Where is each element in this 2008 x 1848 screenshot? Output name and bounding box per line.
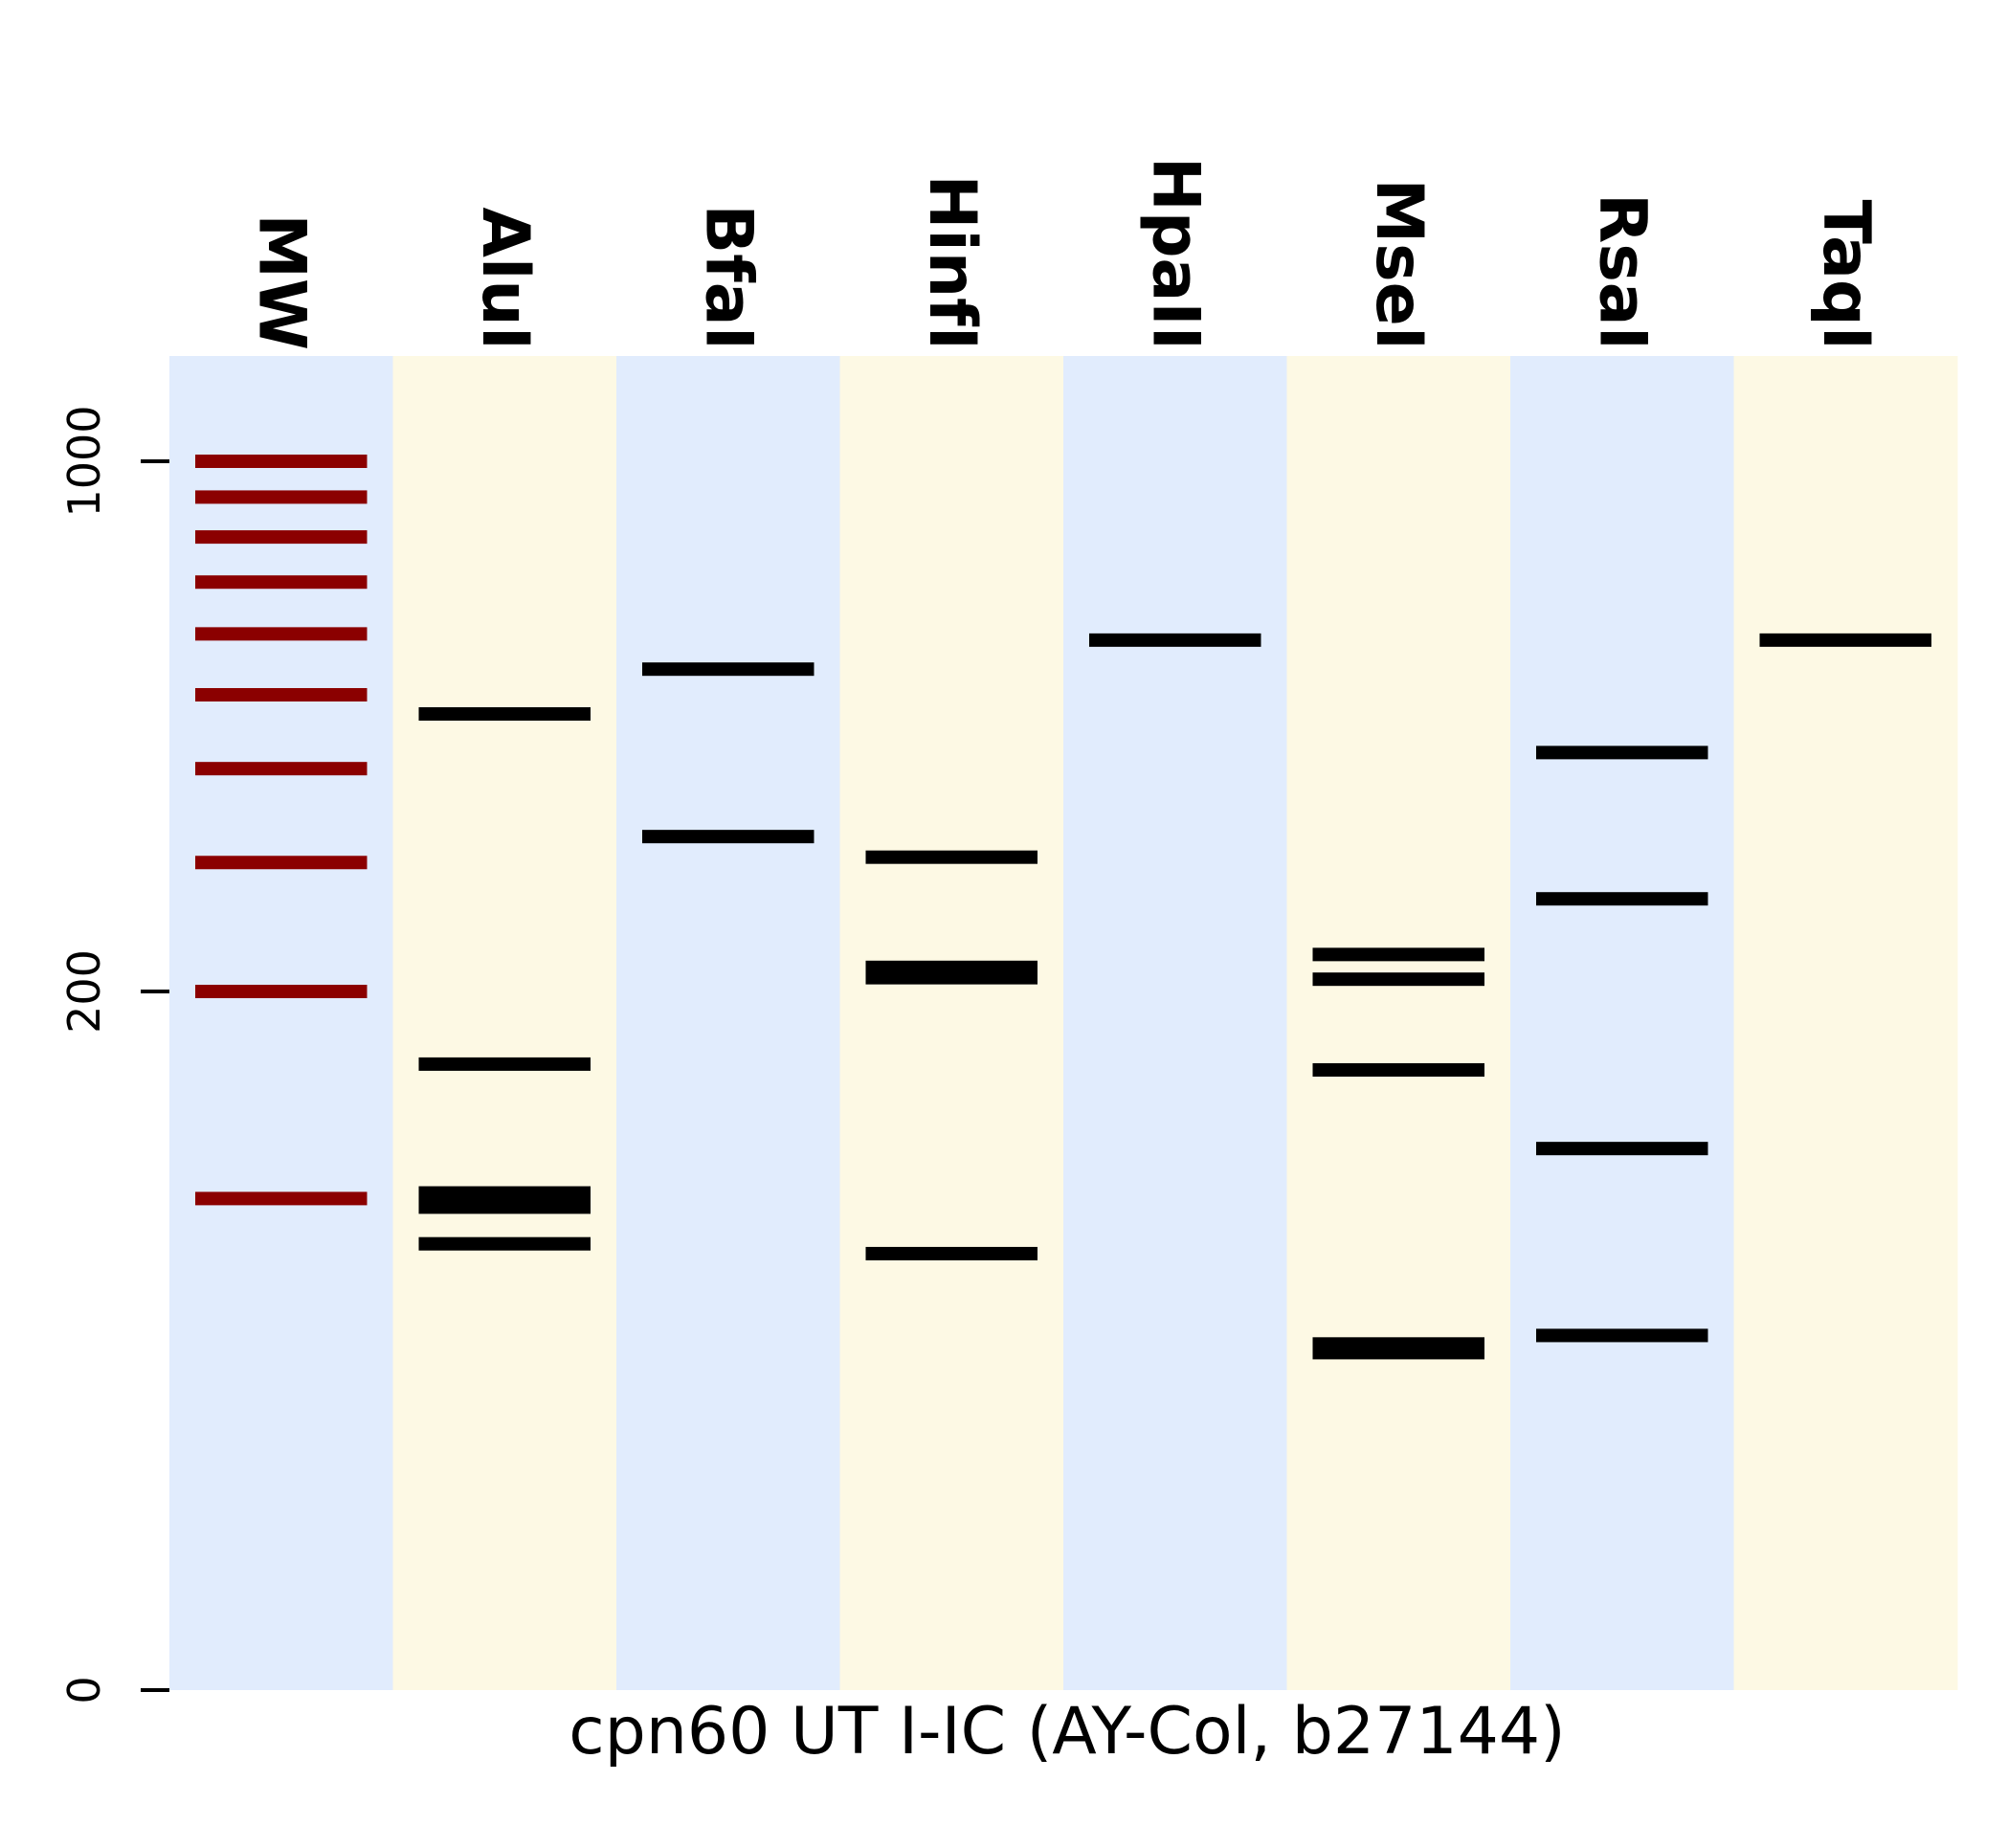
marker-band-MW-5	[195, 687, 368, 701]
band-TaqI-0	[1759, 633, 1931, 647]
band-HpaII-0	[1089, 633, 1261, 647]
x-axis-label: cpn60 UT I-IC (AY-Col, b27144)	[569, 1694, 1565, 1770]
band-BfaI-1	[642, 830, 814, 844]
band-MseI-2	[1312, 1062, 1484, 1077]
band-RsaI-0	[1536, 746, 1708, 760]
marker-band-MW-7	[195, 856, 368, 870]
band-RsaI-3	[1536, 1328, 1708, 1343]
marker-band-MW-2	[195, 530, 368, 545]
band-MseI-4	[1312, 1346, 1484, 1360]
y-axis: 0 200 1000	[58, 405, 169, 1704]
lane-bg-TaqI	[1733, 356, 1958, 1690]
lane-label-AluI: AluI	[467, 207, 543, 350]
band-RsaI-1	[1536, 892, 1708, 906]
band-HinfI-4	[865, 1246, 1037, 1260]
y-tick-label-0: 0	[58, 1676, 110, 1703]
lane-label-HpaII: HpaII	[1137, 157, 1213, 350]
marker-band-MW-4	[195, 627, 368, 641]
lane-backgrounds	[169, 356, 1958, 1690]
lane-label-RsaI: RsaI	[1584, 193, 1660, 350]
band-RsaI-2	[1536, 1142, 1708, 1156]
y-tick-label-1000: 1000	[58, 405, 110, 517]
marker-band-MW-0	[195, 455, 368, 468]
band-MseI-1	[1312, 972, 1484, 987]
band-AluI-1	[418, 1057, 591, 1071]
marker-band-MW-1	[195, 490, 368, 504]
lane-bg-RsaI	[1510, 356, 1734, 1690]
band-MseI-0	[1312, 947, 1484, 962]
band-AluI-4	[418, 1200, 591, 1214]
lane-label-HinfI: HinfI	[914, 174, 990, 350]
band-HinfI-3	[865, 850, 1037, 864]
lane-bg-HinfI	[839, 356, 1064, 1690]
lane-bg-AluI	[392, 356, 617, 1690]
lane-label-TaqI: TaqI	[1808, 200, 1884, 350]
lane-bg-MW	[169, 356, 393, 1690]
lane-labels: MW AluI BfaI HinfI HpaII MseI RsaI TaqI	[243, 157, 1884, 350]
lane-label-BfaI: BfaI	[690, 204, 766, 350]
band-BfaI-0	[642, 662, 814, 677]
band-AluI-0	[418, 707, 591, 722]
marker-band-MW-8	[195, 985, 368, 998]
marker-band-MW-9	[195, 1191, 368, 1206]
band-AluI-5	[418, 1236, 591, 1251]
bands	[195, 455, 1931, 1360]
lane-label-MseI: MseI	[1361, 178, 1437, 350]
lane-bg-MseI	[1286, 356, 1511, 1690]
lane-bg-BfaI	[616, 356, 840, 1690]
lane-label-MW: MW	[243, 213, 319, 350]
marker-band-MW-3	[195, 575, 368, 590]
marker-band-MW-6	[195, 762, 368, 776]
y-tick-label-200: 200	[58, 949, 110, 1034]
lane-bg-HpaII	[1063, 356, 1287, 1690]
band-HinfI-2	[865, 970, 1037, 985]
